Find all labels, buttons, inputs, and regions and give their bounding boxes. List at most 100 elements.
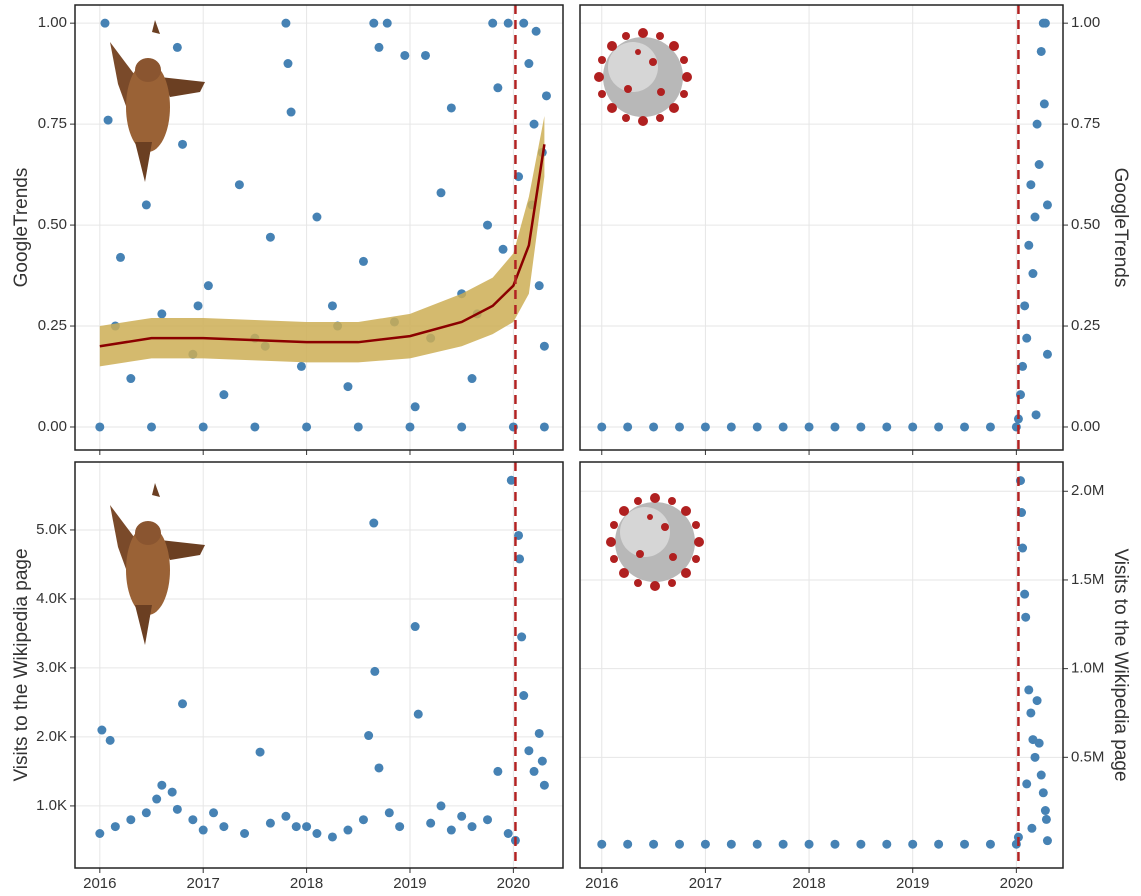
point (1030, 212, 1040, 222)
point (524, 59, 534, 69)
y-tick-label: 0.50 (38, 216, 67, 233)
y-tick-label: 1.0K (36, 797, 67, 814)
point (726, 422, 736, 432)
point (283, 59, 293, 69)
point (908, 422, 918, 432)
point (95, 422, 105, 432)
point (752, 839, 762, 849)
point (483, 220, 493, 230)
point (1034, 160, 1044, 170)
point (524, 746, 534, 756)
point (178, 139, 188, 149)
point (240, 829, 250, 839)
point (1021, 612, 1031, 622)
point (410, 402, 420, 412)
point (517, 632, 527, 642)
point (302, 822, 312, 832)
point (281, 811, 291, 821)
x-tick-label: 2019 (393, 875, 426, 892)
point (830, 422, 840, 432)
point (188, 815, 198, 825)
point (382, 18, 392, 28)
y-tick-label: 0.75 (38, 115, 67, 132)
point (198, 825, 208, 835)
point (529, 766, 539, 776)
point (343, 825, 353, 835)
x-tick-label: 2019 (896, 875, 929, 892)
point (296, 361, 306, 371)
point (534, 728, 544, 738)
panel-frame (579, 4, 1064, 451)
point (804, 422, 814, 432)
point (1020, 589, 1030, 599)
y-tick-label: 0.25 (1071, 317, 1100, 334)
point (126, 815, 136, 825)
axis-title: GoogleTrends (11, 168, 32, 288)
point (700, 422, 710, 432)
point (110, 822, 120, 832)
point (353, 422, 363, 432)
point (219, 390, 229, 400)
point (103, 115, 113, 125)
point (856, 839, 866, 849)
point (467, 374, 477, 384)
y-tick-label: 5.0K (36, 521, 67, 538)
point (410, 622, 420, 632)
point (1042, 349, 1052, 359)
point (623, 422, 633, 432)
point (856, 422, 866, 432)
point (623, 839, 633, 849)
axis-title: Visits to the Wikipedia page (1110, 548, 1131, 781)
point (488, 18, 498, 28)
point (457, 811, 467, 821)
point (97, 725, 107, 735)
point (1042, 836, 1052, 846)
point (1018, 543, 1028, 553)
point (1024, 685, 1034, 695)
point (457, 422, 467, 432)
point (1034, 738, 1044, 748)
point (934, 422, 944, 432)
point (960, 839, 970, 849)
point (649, 839, 659, 849)
point (147, 422, 157, 432)
point (519, 691, 529, 701)
point (1040, 806, 1050, 816)
point (531, 26, 541, 36)
point (1041, 814, 1051, 824)
y-tick-label: 4.0K (36, 590, 67, 607)
point (498, 244, 508, 254)
point (1028, 269, 1038, 279)
point (358, 815, 368, 825)
point (436, 801, 446, 811)
point (172, 804, 182, 814)
point (369, 518, 379, 528)
point (726, 839, 736, 849)
virus-image (606, 493, 704, 591)
point (882, 839, 892, 849)
axis-title: GoogleTrends (1110, 168, 1131, 288)
point (539, 422, 549, 432)
point (152, 794, 162, 804)
x-tick-label: 2016 (585, 875, 618, 892)
point (312, 212, 322, 222)
point (467, 822, 477, 832)
point (358, 256, 368, 266)
confidence-band (99, 116, 545, 367)
point (255, 747, 265, 757)
point (1032, 119, 1042, 129)
point (934, 839, 944, 849)
panel: 0.00 0.25 0.50 0.75 1.00 GoogleTrends (11, 4, 564, 455)
point (1040, 18, 1050, 28)
point (539, 341, 549, 351)
point (700, 839, 710, 849)
point (534, 281, 544, 291)
point (597, 422, 607, 432)
y-tick-label: 1.5M (1071, 571, 1104, 588)
point (804, 839, 814, 849)
panel: 2016 2017 2018 2019 2020 1.0K 2.0K 3.0K 4.0K 5.0K… (11, 461, 564, 892)
point (778, 422, 788, 432)
point (105, 735, 115, 745)
y-tick-label: 0.5M (1071, 748, 1104, 765)
point (1018, 361, 1028, 371)
